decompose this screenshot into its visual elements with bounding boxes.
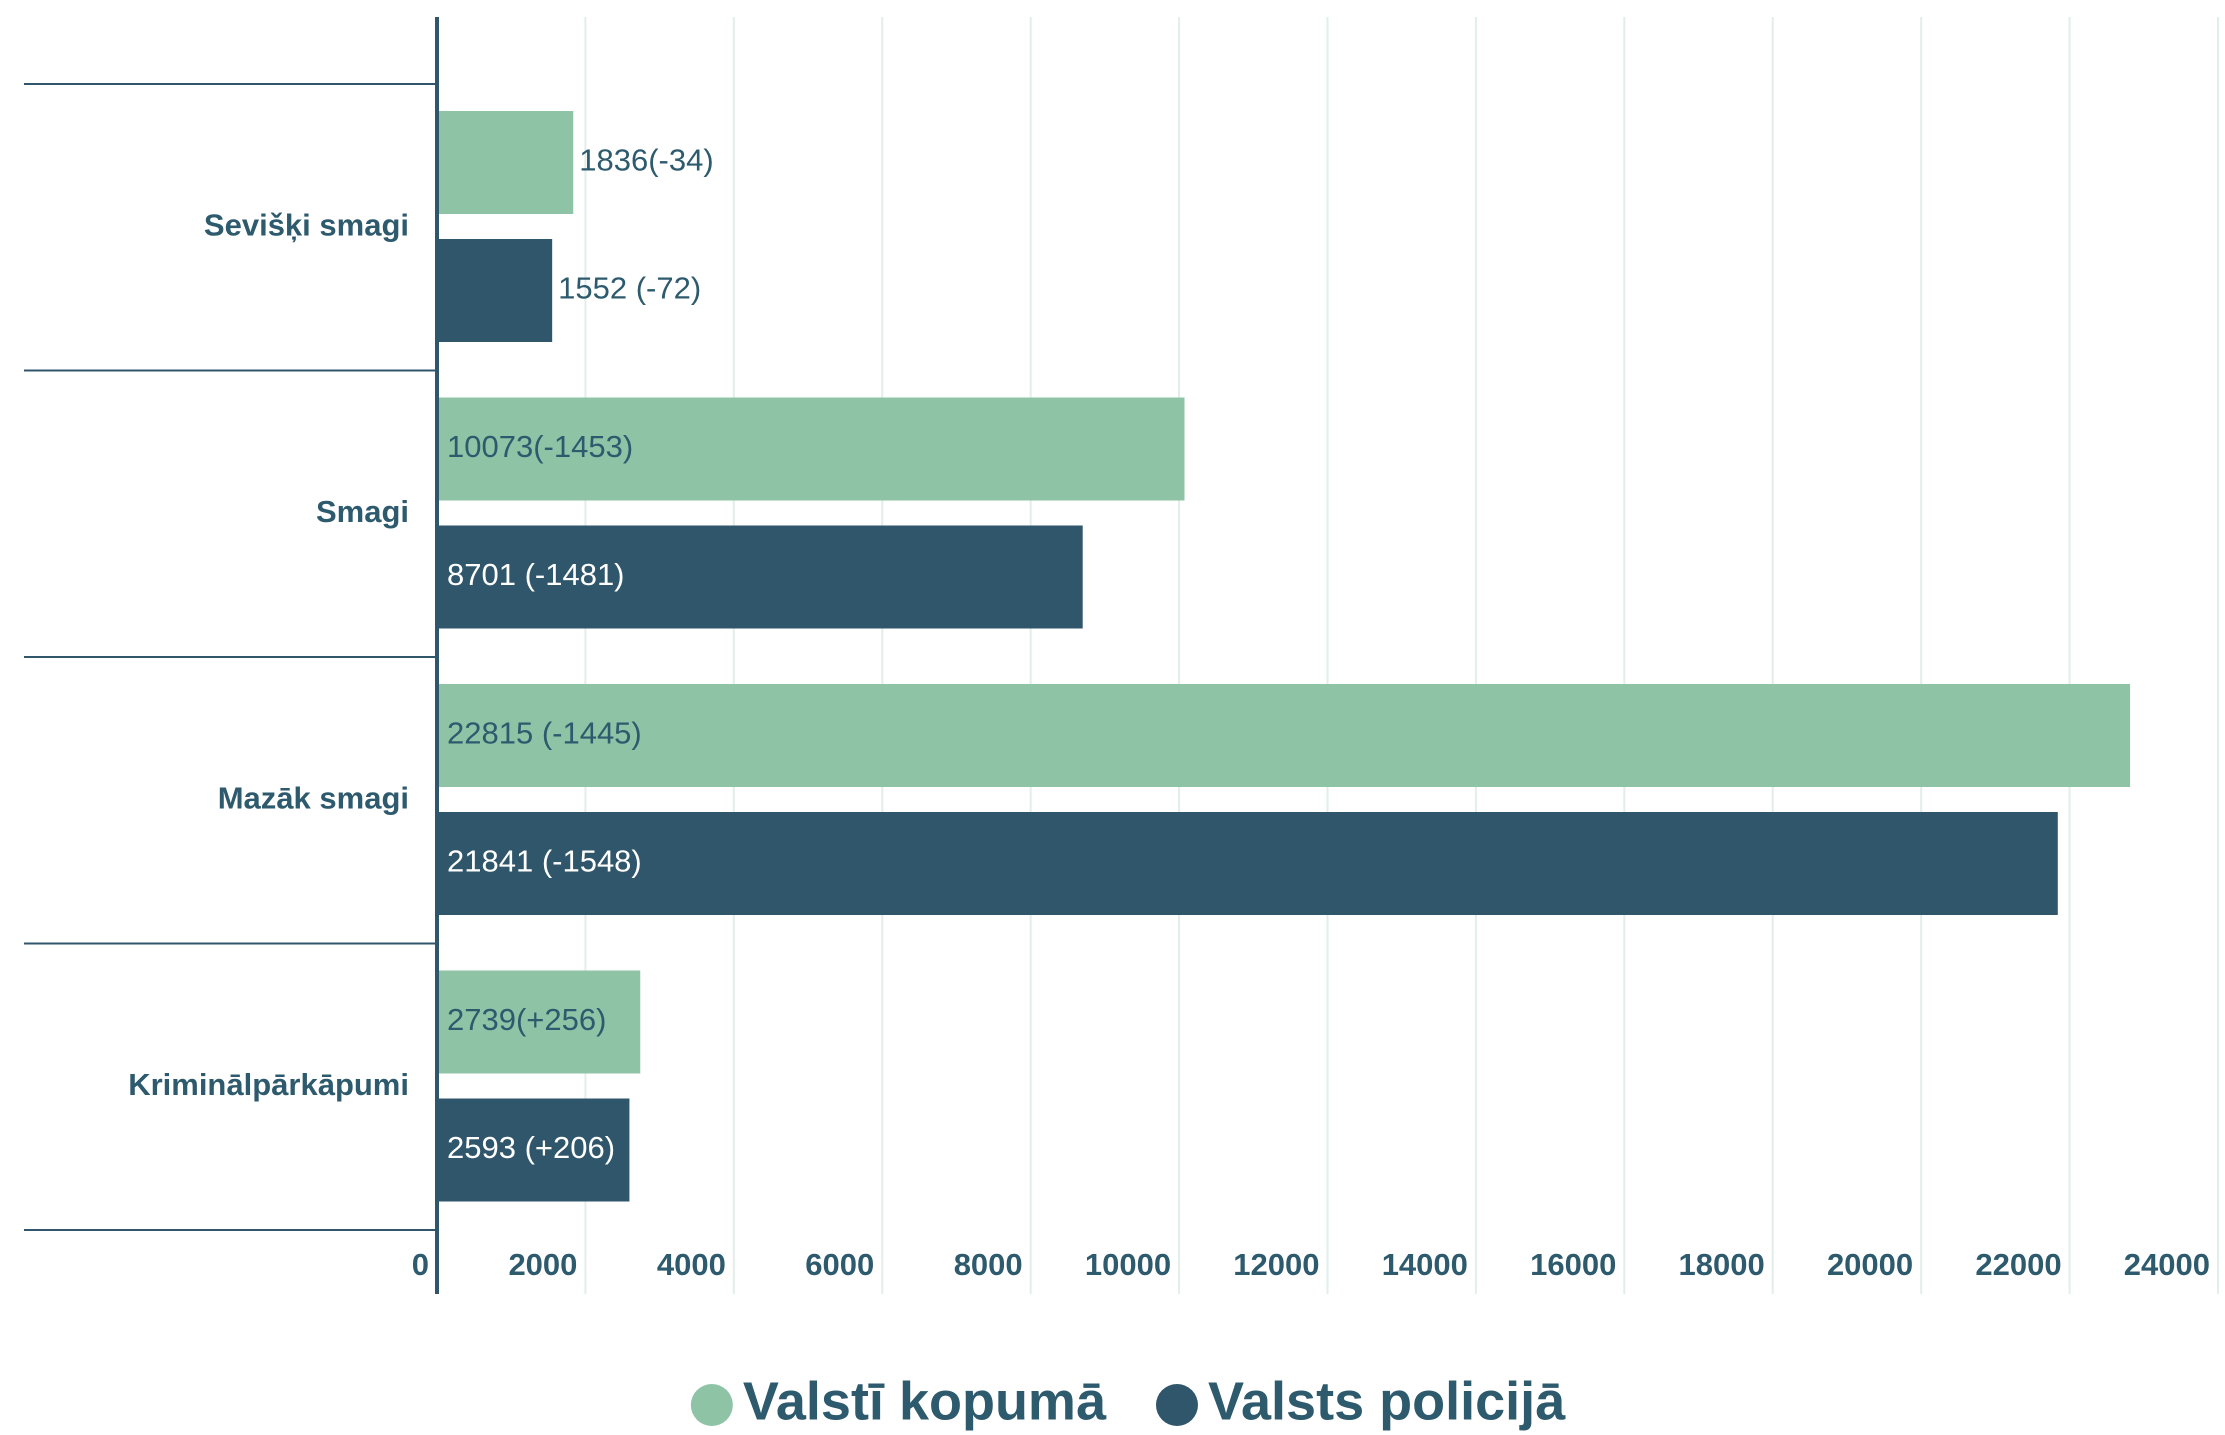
legend-label: Valsts policijā: [1208, 1371, 1566, 1431]
x-tick-label: 4000: [657, 1247, 726, 1282]
category-label: Mazāk smagi: [218, 780, 409, 815]
x-tick-label: 18000: [1679, 1247, 1765, 1282]
bar: [437, 684, 2131, 787]
legend-label: Valstī kopumā: [743, 1371, 1107, 1431]
category-label: Smagi: [316, 494, 409, 529]
bar: [437, 111, 574, 214]
category-label: Sevišķi smagi: [204, 207, 409, 242]
x-tick-label: 24000: [2124, 1247, 2210, 1282]
x-tick-label: 2000: [508, 1247, 577, 1282]
value-label: 2739(+256): [447, 1002, 606, 1037]
x-tick-label: 22000: [1975, 1247, 2061, 1282]
value-label: 22815 (-1445): [447, 716, 642, 751]
bar: [437, 525, 1083, 629]
bar: [437, 812, 2058, 915]
x-tick-label: 10000: [1085, 1247, 1171, 1282]
value-label: 1552 (-72): [558, 271, 701, 306]
bar: [437, 239, 553, 342]
x-tick-label: 12000: [1233, 1247, 1319, 1282]
legend-marker: [1155, 1384, 1198, 1426]
value-label: 1836(-34): [579, 143, 713, 178]
bar: [437, 1098, 630, 1202]
value-label: 8701 (-1481): [447, 557, 625, 592]
x-tick-label: 16000: [1530, 1247, 1616, 1282]
x-tick-label: 8000: [954, 1247, 1023, 1282]
x-tick-label: 0: [412, 1247, 429, 1282]
x-tick-label: 6000: [805, 1247, 874, 1282]
legend: Valstī kopumā Valsts policijā: [690, 1371, 1566, 1431]
x-tick-label: 20000: [1827, 1247, 1913, 1282]
grid: [584, 17, 2219, 1294]
x-tick-label: 14000: [1382, 1247, 1468, 1282]
value-label: 2593 (+206): [447, 1130, 615, 1165]
legend-marker: [690, 1384, 733, 1426]
value-label: 21841 (-1548): [447, 844, 642, 879]
value-label: 10073(-1453): [447, 429, 633, 464]
category-label: Kriminālpārkāpumi: [128, 1067, 409, 1102]
bar: [437, 970, 641, 1074]
bar: [437, 397, 1185, 501]
